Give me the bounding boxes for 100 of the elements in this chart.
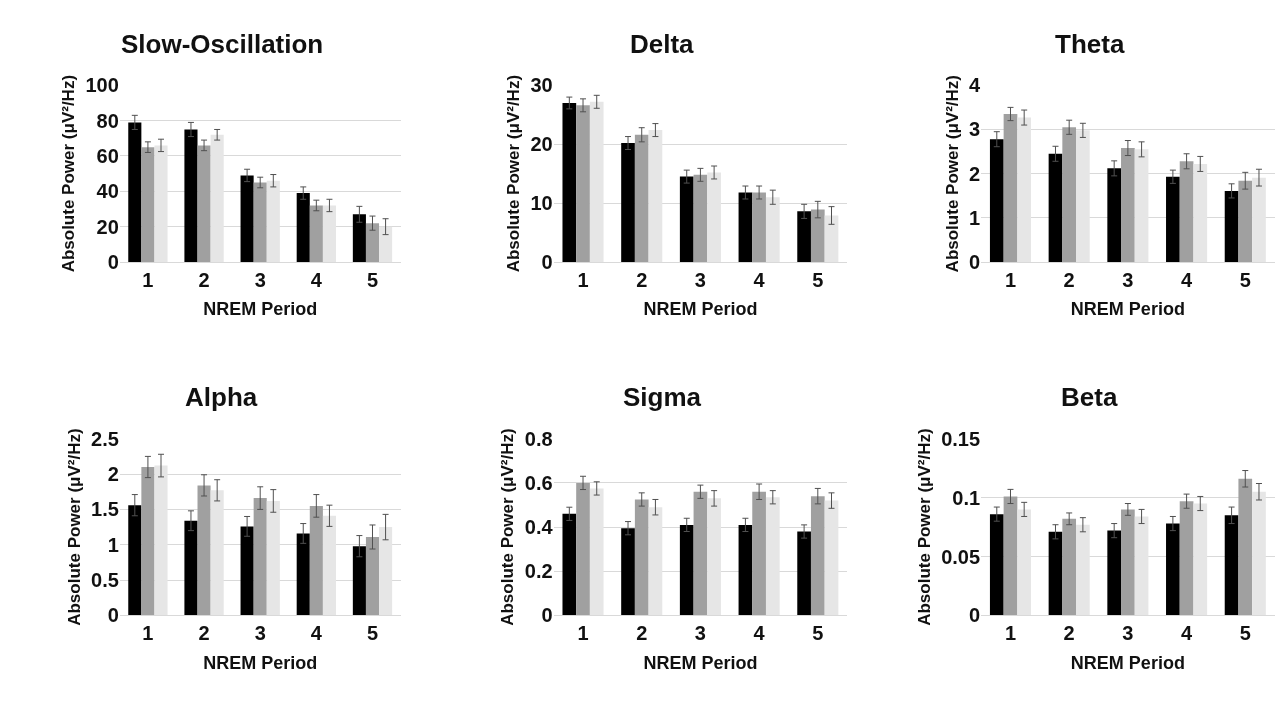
bar (352, 546, 366, 616)
x-axis-title: NREM Period (643, 652, 758, 673)
y-tick-label: 30 (530, 74, 553, 97)
bar (576, 482, 590, 616)
y-tick-label: 1.5 (91, 498, 119, 521)
bar (634, 134, 649, 263)
x-tick-label: 3 (254, 269, 266, 292)
bar (266, 180, 280, 263)
y-tick-label: 0.05 (941, 545, 981, 568)
bar (797, 211, 811, 263)
bar (210, 134, 224, 263)
bar (296, 193, 310, 263)
x-tick-label: 1 (142, 622, 154, 645)
x-tick-label: 5 (812, 269, 824, 292)
y-tick-label: 0.15 (941, 427, 981, 450)
bar (141, 467, 155, 616)
x-tick-label: 2 (198, 269, 210, 292)
x-tick-label: 5 (366, 622, 379, 645)
bar (210, 490, 224, 616)
x-tick-label: 5 (366, 269, 379, 292)
bar (1166, 523, 1180, 616)
bar (576, 105, 590, 263)
bar (1238, 478, 1253, 616)
bar (379, 226, 393, 263)
bar (365, 223, 380, 263)
bar (352, 214, 366, 263)
bar (1062, 127, 1077, 263)
chart-title: Beta (1061, 382, 1118, 412)
x-tick-label: 1 (1004, 269, 1017, 292)
bar (1076, 524, 1090, 616)
bar (621, 528, 635, 616)
bar (253, 182, 267, 263)
y-tick-label: 3 (969, 118, 981, 141)
bar (184, 129, 198, 263)
bar (738, 524, 753, 616)
x-tick-label: 5 (1239, 269, 1251, 292)
bar (989, 139, 1004, 263)
bar (128, 505, 142, 616)
bar (810, 496, 825, 616)
bar (1048, 153, 1063, 263)
x-tick-label: 4 (310, 622, 323, 645)
bar (309, 505, 323, 616)
y-axis-title: Absolute Power (μV²/Hz) (503, 74, 523, 273)
bar (589, 488, 604, 616)
chart-title: Slow-Oscillation (121, 29, 324, 59)
bar (707, 172, 721, 263)
bar (1252, 491, 1266, 616)
bar (562, 102, 577, 263)
bar (1252, 177, 1266, 263)
y-axis-title: Absolute Power (μV²/Hz) (59, 74, 79, 273)
x-tick-label: 2 (636, 269, 648, 292)
bar (810, 209, 825, 263)
chart-title: Alpha (185, 382, 258, 412)
x-tick-label: 3 (1122, 622, 1134, 645)
bar (693, 491, 708, 616)
bar (679, 524, 694, 616)
bar (240, 526, 254, 616)
bar (1179, 501, 1194, 616)
y-axis-title: Absolute Power (μV²/Hz) (914, 428, 934, 626)
bar (824, 215, 839, 263)
bar (1224, 190, 1239, 263)
x-tick-label: 2 (1063, 269, 1075, 292)
chart-title: Theta (1055, 29, 1125, 59)
bar (154, 145, 168, 263)
bar (1017, 509, 1032, 616)
y-tick-label: 20 (530, 133, 553, 156)
x-tick-label: 1 (577, 622, 589, 645)
bar (1134, 149, 1149, 263)
bar (379, 527, 393, 616)
bar (738, 192, 753, 263)
y-axis-title: Absolute Power (μV²/Hz) (942, 74, 962, 273)
x-tick-label: 3 (694, 269, 706, 292)
y-tick-label: 0 (107, 604, 119, 627)
y-tick-label: 0.2 (524, 560, 553, 583)
bar (1238, 180, 1253, 263)
bar (648, 130, 663, 263)
y-tick-label: 0.1 (952, 486, 981, 509)
bar (296, 533, 310, 616)
y-tick-label: 0 (541, 251, 553, 274)
bar (1017, 117, 1032, 263)
bar (693, 174, 708, 263)
y-tick-label: 0 (969, 604, 981, 627)
x-tick-label: 2 (636, 622, 648, 645)
bar (154, 465, 168, 616)
bar (765, 197, 780, 263)
y-tick-label: 4 (969, 74, 982, 97)
x-tick-label: 4 (753, 622, 766, 645)
y-tick-label: 1 (969, 206, 981, 229)
bar (752, 491, 766, 616)
x-tick-label: 5 (812, 622, 824, 645)
x-tick-label: 1 (1004, 622, 1017, 645)
bar (1179, 161, 1194, 263)
bar (1076, 130, 1090, 263)
bar (562, 513, 577, 616)
bar (989, 514, 1004, 616)
x-axis-title: NREM Period (1070, 652, 1185, 673)
x-tick-label: 2 (198, 622, 210, 645)
x-tick-label: 1 (577, 269, 589, 292)
bar (1193, 503, 1208, 616)
bar (266, 500, 280, 616)
